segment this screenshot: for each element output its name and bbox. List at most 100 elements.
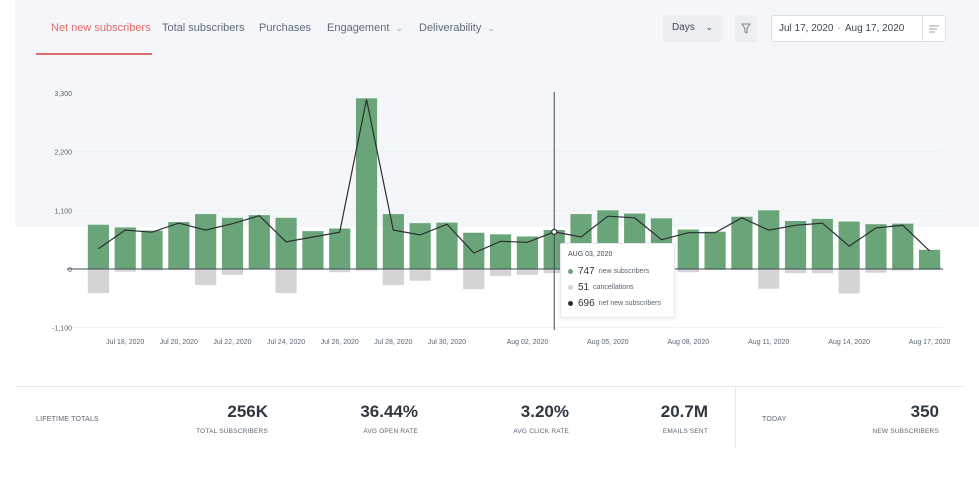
tooltip-row: 696 net new subscribers [568, 295, 667, 311]
stat-label: NEW SUBSCRIBERS [872, 428, 939, 435]
interval-select-value: Days [672, 22, 695, 33]
cancellations-bar [811, 269, 833, 274]
new-subscribers-bar [355, 98, 378, 269]
new-subscribers-bar [168, 222, 190, 269]
stat-value: 3.20% [520, 402, 569, 421]
cancellations-bar [516, 269, 538, 275]
y-tick-label: 2,200 [54, 150, 72, 157]
new-subscribers-bar [811, 218, 833, 269]
section-divider [735, 387, 736, 449]
x-tick-label: Jul 26, 2020 [321, 339, 359, 346]
stat-today-new-subscribers: 350 NEW SUBSCRIBERS [872, 402, 939, 435]
date-range-separator: - [837, 23, 841, 34]
net-new-subscribers-line [98, 99, 931, 254]
date-options-button[interactable] [922, 15, 946, 42]
date-range-start: Jul 17, 2020 [779, 23, 834, 34]
new-subscribers-bar [87, 224, 109, 269]
top-toolbar: Net new subscribers Total subscribers Pu… [0, 0, 979, 56]
cancellations-bar [677, 269, 699, 273]
cancellations-bar [704, 269, 726, 271]
x-tick-label: Aug 08, 2020 [667, 339, 709, 346]
legend-dot-icon [568, 284, 573, 290]
date-range-input[interactable]: Jul 17, 2020- Aug 17, 2020 [771, 15, 923, 42]
x-tick-label: Aug 05, 2020 [587, 339, 629, 346]
y-tick-label: -1,100 [52, 326, 72, 333]
section-divider [15, 386, 965, 387]
cancellations-bar [329, 269, 351, 273]
y-tick-label: 0 [68, 267, 72, 274]
new-subscribers-bar [758, 210, 780, 269]
cancellations-bar [758, 269, 780, 289]
cancellations-bar [221, 269, 244, 275]
filter-button[interactable] [735, 15, 757, 42]
new-subscribers-bar [490, 234, 512, 269]
new-subscribers-bar [114, 227, 136, 269]
stat-avg-open-rate: 36.44% AVG OPEN RATE [360, 402, 418, 435]
cancellations-bar [114, 269, 136, 272]
x-tick-label: Aug 14, 2020 [828, 339, 870, 346]
stat-value: 36.44% [360, 402, 418, 421]
stat-total-subscribers: 256K TOTAL SUBSCRIBERS [196, 402, 268, 435]
new-subscribers-bar [704, 231, 726, 269]
stat-emails-sent: 20.7M EMAILS SENT [661, 402, 708, 435]
cancellations-bar [892, 269, 914, 271]
new-subscribers-bar [141, 230, 163, 269]
tab-engagement-label: Engagement [327, 22, 390, 34]
cancellations-bar [275, 269, 297, 293]
new-subscribers-bar [275, 217, 297, 269]
new-subscribers-bar [731, 216, 753, 269]
tooltip-value: 696 [578, 297, 595, 309]
cancellations-bar [302, 269, 324, 271]
tooltip-label: net new subscribers [598, 299, 661, 307]
cancellations-bar [409, 269, 431, 281]
x-tick-label: Jul 22, 2020 [213, 339, 251, 346]
cancellations-bar [865, 269, 887, 273]
chevron-down-icon: ⌄ [705, 22, 713, 32]
tab-total-subscribers[interactable]: Total subscribers [162, 22, 245, 34]
x-tick-label: Jul 20, 2020 [160, 339, 198, 346]
new-subscribers-bar [919, 249, 941, 269]
x-tick-label: Jul 28, 2020 [374, 339, 412, 346]
net-new-subscribers-chart[interactable]: 3,300 2,200 1,100 0 -1,100 Jul 18, 2020 Jul 20… [0, 56, 979, 356]
tab-purchases[interactable]: Purchases [259, 22, 311, 34]
chart-area: 3,300 2,200 1,100 0 -1,100 Jul 18, 2020 Jul 20… [0, 56, 979, 356]
new-subscribers-bar [463, 232, 485, 269]
tab-engagement[interactable]: Engagement ⌄ [327, 22, 403, 34]
x-tick-label: Jul 30, 2020 [428, 339, 466, 346]
chevron-down-icon: ⌄ [487, 23, 495, 33]
stat-label: AVG CLICK RATE [513, 428, 569, 435]
tab-net-new-subscribers[interactable]: Net new subscribers [51, 22, 151, 34]
legend-dot-icon [568, 300, 573, 306]
new-subscribers-bar [677, 229, 699, 269]
new-subscribers-bar [195, 214, 217, 269]
new-subscribers-bar [302, 231, 324, 269]
new-subscribers-bar [329, 228, 351, 269]
tooltip-label: cancellations [593, 283, 634, 291]
active-tab-indicator [36, 53, 152, 55]
new-subscribers-bar [865, 224, 887, 269]
stat-label: EMAILS SENT [662, 428, 708, 435]
cancellations-bar [490, 269, 512, 276]
stat-label: TOTAL SUBSCRIBERS [196, 428, 268, 435]
x-tick-label: Jul 24, 2020 [267, 339, 305, 346]
new-subscribers-bar [248, 215, 270, 269]
cancellations-bar [463, 269, 485, 290]
legend-dot-icon [568, 268, 573, 274]
date-range-end: Aug 17, 2020 [844, 23, 905, 34]
x-tick-label: Aug 11, 2020 [748, 339, 789, 346]
cancellations-bar [168, 269, 190, 271]
x-tick-label: Aug 17, 2020 [909, 339, 951, 346]
new-subscribers-bar [382, 214, 404, 269]
interval-select[interactable]: Days ⌄ [663, 15, 722, 42]
cancellations-bar [436, 269, 458, 271]
stat-value: 20.7M [660, 402, 708, 421]
new-subscribers-bar [838, 221, 860, 269]
stat-value: 350 [910, 402, 939, 421]
stat-avg-click-rate: 3.20% AVG CLICK RATE [513, 402, 569, 435]
tab-deliverability[interactable]: Deliverability ⌄ [419, 22, 495, 34]
new-subscribers-bar [409, 223, 431, 269]
lifetime-totals-label: LIFETIME TOTALS [36, 416, 99, 423]
stat-label: AVG OPEN RATE [363, 428, 418, 435]
y-tick-label: 1,100 [54, 208, 72, 215]
hover-point-marker [551, 228, 558, 235]
